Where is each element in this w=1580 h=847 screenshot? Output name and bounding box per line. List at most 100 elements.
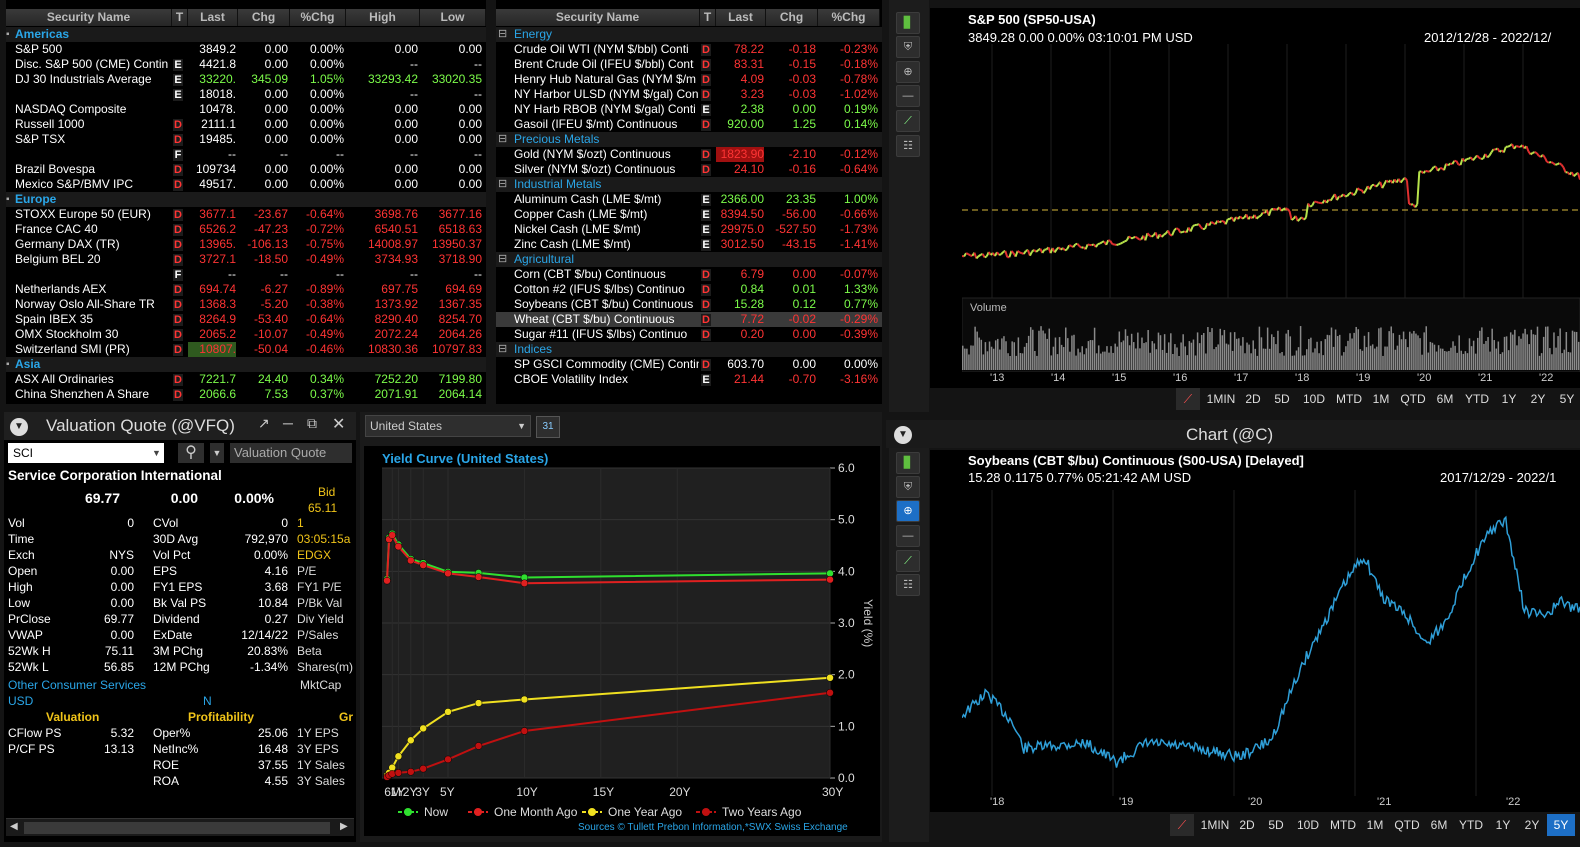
table-row[interactable]: S&P 500 3849.2 0.00 0.00% 0.00 0.00	[6, 42, 486, 57]
collapse-icon[interactable]: ▪	[6, 359, 10, 370]
table-row[interactable]: Brazil Bovespa D 109734 0.00 0.00% 0.00 0.00	[6, 162, 486, 177]
table-row[interactable]: Henry Hub Natural Gas (NYM $/m D 4.09 -0.03…	[496, 72, 882, 87]
table-row[interactable]: SP GSCI Commodity (CME) Contin D 603.70 0.0…	[496, 357, 882, 372]
range-button-6m[interactable]: 6M	[1430, 818, 1448, 832]
table-row[interactable]: Mexico S&P/BMV IPC D 49517. 0.00 0.00% 0.00 0.…	[6, 177, 486, 192]
line-icon[interactable]: —	[896, 525, 920, 547]
range-button-2d[interactable]: 2D	[1239, 818, 1255, 832]
table-row[interactable]: China Shenzhen A Share D 2066.6 7.53 0.37% 20…	[6, 387, 486, 402]
collapse-icon[interactable]: ▪	[6, 194, 10, 205]
country-select[interactable]: United States ▼	[365, 415, 531, 437]
range-button-10d[interactable]: 10D	[1296, 818, 1319, 832]
table-row[interactable]: Crude Oil WTI (NYM $/bbl) Conti D 78.22 -0.…	[496, 42, 882, 57]
chevron-down-icon[interactable]: ▼	[10, 418, 28, 436]
table-row[interactable]: F -- -- -- -- --	[6, 267, 486, 282]
collapse-icon[interactable]: ▪	[6, 29, 10, 40]
column-header[interactable]: %Chg	[290, 9, 346, 26]
menu-dropdown-icon[interactable]: ▼	[210, 443, 224, 463]
section-row[interactable]: ⊟ Precious Metals	[496, 132, 882, 147]
collapse-icon[interactable]: ⊟	[498, 178, 508, 190]
industry-link[interactable]: Other Consumer Services	[8, 678, 147, 692]
bar-chart-icon[interactable]: ▊	[896, 12, 920, 34]
range-button-2d[interactable]: 2D	[1245, 392, 1261, 406]
range-button-1m[interactable]: 1M	[1366, 818, 1384, 832]
close-icon[interactable]: ✕	[332, 416, 346, 433]
table-row[interactable]: Disc. S&P 500 (CME) Contin E 4421.8 0.00 0.0…	[6, 57, 486, 72]
table-row[interactable]: Netherlands AEX D 694.74 -6.27 -0.89% 697.75 6…	[6, 282, 486, 297]
table-row[interactable]: Switzerland SMI (PR) D 10807. -50.04 -0.46% 1…	[6, 342, 486, 357]
range-button-1min[interactable]: 1MIN	[1206, 392, 1236, 406]
scroll-left-icon[interactable]: ◀	[10, 821, 18, 832]
view-selector[interactable]: Valuation Quote	[230, 443, 352, 463]
column-header[interactable]: T	[700, 9, 716, 26]
search-icon[interactable]: ⚲	[178, 443, 204, 463]
section-row[interactable]: ⊟ Agricultural	[496, 252, 882, 267]
table-row[interactable]: France CAC 40 D 6526.2 -47.23 -0.72% 6540.51 6…	[6, 222, 486, 237]
range-button-5d[interactable]: 5D	[1268, 818, 1284, 832]
shield-icon[interactable]: ⛨	[896, 36, 920, 58]
table-row[interactable]: Aluminum Cash (LME $/mt) E 2366.00 23.35 1.0…	[496, 192, 882, 207]
section-row[interactable]: ▪ Americas	[6, 27, 486, 42]
column-header[interactable]: T	[172, 9, 188, 26]
collapse-icon[interactable]: ⊟	[498, 253, 508, 265]
table-row[interactable]: STOXX Europe 50 (EUR) D 3677.1 -23.67 -0.64%…	[6, 207, 486, 222]
table-row[interactable]: Cotton #2 (IFUS $/lbs) Continuo D 0.84 0.01…	[496, 282, 882, 297]
table-row[interactable]: E 18018. 0.00 0.00% -- --	[6, 87, 486, 102]
table-row[interactable]: CBOE Volatility Index E 21.44 -0.70 -3.16%	[496, 372, 882, 387]
table-row[interactable]: Soybeans (CBT $/bu) Continuous D 15.28 0.12…	[496, 297, 882, 312]
section-row[interactable]: ⊟ Industrial Metals	[496, 177, 882, 192]
bar-chart-icon[interactable]: ▊	[896, 452, 920, 474]
section-row[interactable]: ▪ Asia	[6, 357, 486, 372]
collapse-icon[interactable]: ⊟	[498, 133, 508, 145]
trend-line-icon[interactable]: ⟋	[896, 110, 920, 132]
table-row[interactable]: Corn (CBT $/bu) Continuous D 6.79 0.00 -0.07…	[496, 267, 882, 282]
scroll-thumb[interactable]	[24, 822, 330, 834]
range-button-qtd[interactable]: QTD	[1400, 392, 1426, 406]
chart-area-soybeans[interactable]: Soybeans (CBT $/bu) Continuous (S00-USA)…	[930, 450, 1580, 812]
table-icon[interactable]: ☷	[896, 135, 920, 157]
column-header[interactable]: Last	[716, 9, 766, 26]
draw-tool-icon[interactable]: ⟋	[1170, 814, 1194, 836]
table-row[interactable]: OMX Stockholm 30 D 2065.2 -10.07 -0.49% 2072.…	[6, 327, 486, 342]
symbol-input[interactable]: SCI	[8, 443, 164, 463]
range-button-1m[interactable]: 1M	[1372, 392, 1390, 406]
table-icon[interactable]: ☷	[896, 574, 920, 596]
column-header[interactable]: Chg	[766, 9, 818, 26]
column-header[interactable]: High	[346, 9, 420, 26]
table-row[interactable]: Russell 1000 D 2111.1 0.00 0.00% 0.00 0.00	[6, 117, 486, 132]
range-button-6m[interactable]: 6M	[1436, 392, 1454, 406]
table-row[interactable]: S&P TSX D 19485. 0.00 0.00% 0.00 0.00	[6, 132, 486, 147]
table-row[interactable]: F -- -- -- -- --	[6, 147, 486, 162]
range-button-10d[interactable]: 10D	[1302, 392, 1325, 406]
table-row[interactable]: Zinc Cash (LME $/mt) E 3012.50 -43.15 -1.41%	[496, 237, 882, 252]
range-button-5d[interactable]: 5D	[1274, 392, 1290, 406]
range-button-5y[interactable]: 5Y	[1547, 814, 1575, 836]
range-button-1min[interactable]: 1MIN	[1200, 818, 1230, 832]
range-button-qtd[interactable]: QTD	[1394, 818, 1420, 832]
line-icon[interactable]: —	[896, 85, 920, 107]
range-button-mtd[interactable]: MTD	[1330, 818, 1356, 832]
chart-area-sp500[interactable]: S&P 500 (SP50-USA) 3849.28 0.00 0.00% 03…	[930, 8, 1580, 388]
table-row[interactable]: Gasoil (IFEU $/mt) Continuous D 920.00 1.25…	[496, 117, 882, 132]
table-row[interactable]: ASX All Ordinaries D 7221.7 24.40 0.34% 7252.…	[6, 372, 486, 387]
table-row[interactable]: Gold (NYM $/ozt) Continuous D 1823.90 -2.10…	[496, 147, 882, 162]
table-row[interactable]: Belgium BEL 20 D 3727.1 -18.50 -0.49% 3734.93…	[6, 252, 486, 267]
range-button-1y[interactable]: 1Y	[1495, 818, 1511, 832]
horizontal-scrollbar[interactable]: ◀ ▶	[6, 818, 354, 836]
collapse-icon[interactable]: ⊟	[498, 343, 508, 355]
column-header[interactable]: Security Name	[496, 9, 700, 26]
range-button-mtd[interactable]: MTD	[1336, 392, 1362, 406]
range-button-1y[interactable]: 1Y	[1501, 392, 1517, 406]
column-header[interactable]: Low	[420, 9, 486, 26]
table-row[interactable]: Nickel Cash (LME $/mt) E 29975.0 -527.50 -1.…	[496, 222, 882, 237]
section-row[interactable]: ⊟ Indices	[496, 342, 882, 357]
crosshair-icon[interactable]: ⊕	[896, 61, 920, 83]
trend-line-icon[interactable]: ⟋	[896, 550, 920, 572]
table-row[interactable]: NY Harb RBOB (NYM $/gal) Conti E 2.38 0.00 0…	[496, 102, 882, 117]
shield-icon[interactable]: ⛨	[896, 476, 920, 498]
symbol-dropdown-icon[interactable]: ▼	[152, 448, 161, 458]
range-button-2y[interactable]: 2Y	[1524, 818, 1540, 832]
table-row[interactable]: Wheat (CBT $/bu) Continuous D 7.72 -0.02 -0.…	[496, 312, 882, 327]
calendar-icon[interactable]: 31	[536, 416, 560, 438]
popout-icon[interactable]: ⧉	[307, 415, 317, 431]
